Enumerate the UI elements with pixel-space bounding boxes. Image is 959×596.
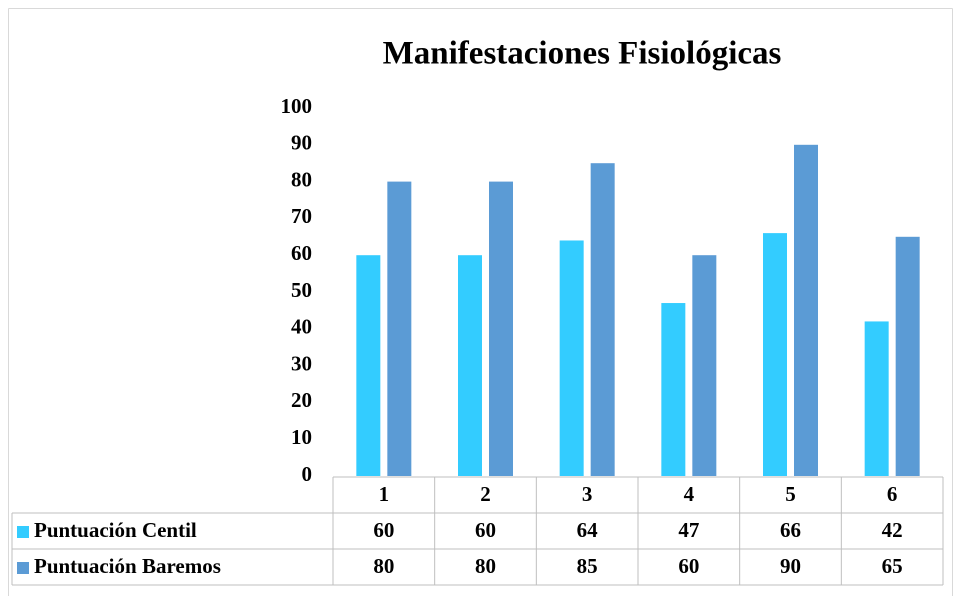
y-tick-label: 90 bbox=[291, 131, 312, 155]
table-value: 42 bbox=[882, 518, 903, 542]
y-tick-label: 0 bbox=[302, 462, 313, 486]
table-value: 60 bbox=[678, 554, 699, 578]
y-tick-label: 10 bbox=[291, 425, 312, 449]
y-tick-label: 80 bbox=[291, 167, 312, 191]
table-value: 64 bbox=[577, 518, 599, 542]
table-value: 80 bbox=[475, 554, 496, 578]
bar bbox=[489, 181, 513, 476]
legend-label: Puntuación Centil bbox=[34, 518, 197, 542]
table-value: 85 bbox=[577, 554, 598, 578]
bar bbox=[356, 255, 381, 476]
x-tick-label: 6 bbox=[887, 482, 898, 506]
x-tick-label: 3 bbox=[582, 482, 593, 506]
table-value: 66 bbox=[780, 518, 801, 542]
chart-title: Manifestaciones Fisiológicas bbox=[383, 36, 782, 72]
bar bbox=[763, 233, 787, 476]
table-value: 65 bbox=[882, 554, 903, 578]
y-tick-label: 70 bbox=[291, 204, 312, 228]
y-tick-label: 50 bbox=[291, 278, 312, 302]
bar bbox=[692, 255, 717, 476]
table-value: 60 bbox=[373, 518, 394, 542]
bar bbox=[661, 303, 686, 476]
x-tick-label: 4 bbox=[684, 482, 695, 506]
bar bbox=[895, 236, 920, 476]
y-tick-label: 100 bbox=[281, 94, 313, 118]
table-value: 80 bbox=[373, 554, 394, 578]
y-tick-label: 20 bbox=[291, 388, 312, 412]
x-tick-label: 1 bbox=[379, 482, 390, 506]
legend-label: Puntuación Baremos bbox=[34, 554, 221, 578]
table-value: 47 bbox=[678, 518, 699, 542]
bar bbox=[794, 144, 818, 477]
table-value: 90 bbox=[780, 554, 801, 578]
bar bbox=[590, 163, 615, 476]
legend-key bbox=[17, 562, 29, 574]
y-tick-label: 40 bbox=[291, 315, 312, 339]
x-tick-label: 5 bbox=[785, 482, 796, 506]
bar bbox=[559, 240, 584, 476]
bar bbox=[387, 181, 412, 476]
y-tick-label: 30 bbox=[291, 351, 312, 375]
bar bbox=[458, 255, 482, 476]
y-tick-label: 60 bbox=[291, 241, 312, 265]
x-tick-label: 2 bbox=[480, 482, 491, 506]
bar bbox=[864, 321, 889, 476]
table-value: 60 bbox=[475, 518, 496, 542]
legend-key bbox=[17, 526, 29, 538]
